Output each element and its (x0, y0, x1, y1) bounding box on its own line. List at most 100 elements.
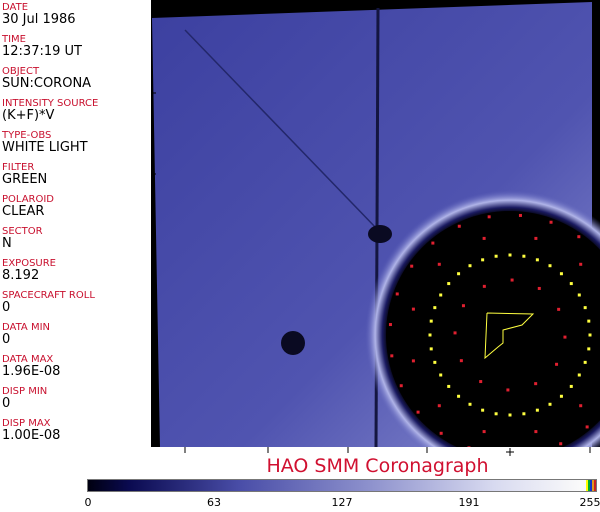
red-marker (518, 213, 522, 217)
yellow-marker (577, 373, 581, 377)
yellow-marker (494, 412, 498, 416)
yellow-marker (583, 360, 587, 364)
pylon-blob (368, 225, 392, 243)
yellow-marker (535, 258, 539, 262)
field-value: N (2, 236, 12, 251)
field-value: CLEAR (2, 204, 45, 219)
yellow-marker (559, 394, 563, 398)
red-marker (457, 224, 461, 228)
header-field: SPACECRAFT ROLL 0 (2, 290, 95, 315)
yellow-marker (587, 319, 591, 323)
red-marker (437, 404, 441, 408)
yellow-marker (447, 384, 451, 388)
red-marker (563, 335, 567, 339)
yellow-marker (569, 282, 573, 286)
header-field: DATE 30 Jul 1986 (2, 2, 76, 27)
field-label: SPACECRAFT ROLL (2, 290, 95, 301)
field-value: 0 (2, 396, 11, 411)
red-marker (431, 241, 435, 245)
field-value: 8.192 (2, 268, 40, 283)
yellow-marker (577, 293, 581, 297)
header-info-panel: DATE 30 Jul 1986 TIME 12:37:19 UT OBJECT SUN:… (0, 0, 152, 447)
yellow-marker (429, 347, 433, 351)
field-value: 1.96E-08 (2, 364, 61, 379)
header-field: EXPOSURE 8.192 (2, 258, 56, 283)
field-label: SECTOR (2, 226, 43, 237)
field-label: EXPOSURE (2, 258, 57, 269)
yellow-marker (548, 402, 552, 406)
field-label: INTENSITY SOURCE (2, 98, 99, 109)
yellow-marker (439, 293, 443, 297)
red-marker (534, 382, 538, 386)
coronagraph-image (152, 0, 600, 447)
yellow-marker (433, 306, 437, 310)
yellow-marker (583, 306, 587, 310)
red-marker (461, 304, 465, 308)
colorbar-tick-label: 0 (84, 496, 92, 509)
red-marker (388, 323, 392, 327)
red-marker (549, 220, 553, 224)
red-marker (534, 236, 538, 240)
field-label: DATA MIN (2, 322, 50, 333)
red-marker (537, 286, 541, 290)
red-marker (467, 446, 471, 447)
red-marker (487, 215, 491, 219)
axis-ticks (152, 9, 156, 420)
header-field: FILTER GREEN (2, 162, 47, 187)
red-marker (439, 431, 443, 435)
overlay-markers (388, 213, 592, 447)
red-marker (534, 430, 538, 434)
red-marker (577, 235, 581, 239)
region-outline (484, 312, 535, 360)
red-marker (482, 236, 486, 240)
red-marker (510, 278, 514, 282)
field-label: DATE (2, 2, 29, 13)
header-field: TIME 12:37:19 UT (2, 34, 82, 59)
field-value: GREEN (2, 172, 48, 187)
colorbar-tick-label: 127 (331, 496, 353, 509)
colorbar-tick-label: 255 (579, 496, 600, 509)
yellow-marker (457, 272, 461, 276)
field-label: TIME (2, 34, 27, 45)
header-field: DISP MAX 1.00E-08 (2, 418, 60, 443)
yellow-marker (457, 394, 461, 398)
pylon-shadow-line (184, 29, 379, 231)
yellow-marker (481, 258, 485, 262)
header-field: POLAROID CLEAR (2, 194, 54, 219)
field-label: OBJECT (2, 66, 40, 77)
yellow-marker (508, 413, 512, 417)
red-marker (559, 442, 563, 446)
red-marker (579, 262, 583, 266)
red-marker (411, 307, 415, 311)
red-marker (453, 331, 457, 335)
field-value: WHITE LIGHT (2, 140, 88, 155)
yellow-marker (433, 360, 437, 364)
red-marker (506, 388, 510, 392)
yellow-marker (468, 264, 472, 268)
red-marker (395, 292, 399, 296)
red-marker (437, 262, 441, 266)
field-label: DISP MAX (2, 418, 51, 429)
header-field: SECTOR N (2, 226, 43, 251)
red-marker (585, 425, 589, 429)
dust-spot (281, 331, 305, 355)
bottom-axis-ticks (184, 447, 591, 456)
occulter-disk (386, 211, 600, 447)
red-marker (399, 384, 403, 388)
yellow-marker (588, 333, 592, 337)
yellow-marker (587, 347, 591, 351)
yellow-marker (468, 402, 472, 406)
yellow-marker (522, 412, 526, 416)
field-value: 1.00E-08 (2, 428, 61, 443)
field-value: (K+F)*V (2, 108, 55, 123)
field-value: SUN:CORONA (2, 76, 92, 91)
yellow-marker (559, 272, 563, 276)
colorbar-tick-label: 63 (207, 496, 221, 509)
field-value: 30 Jul 1986 (2, 12, 76, 27)
header-field: DATA MIN 0 (2, 322, 50, 347)
field-label: TYPE-OBS (2, 130, 52, 141)
red-marker (482, 430, 486, 434)
field-label: DATA MAX (2, 354, 54, 365)
yellow-marker (522, 254, 526, 258)
yellow-marker (428, 333, 432, 337)
